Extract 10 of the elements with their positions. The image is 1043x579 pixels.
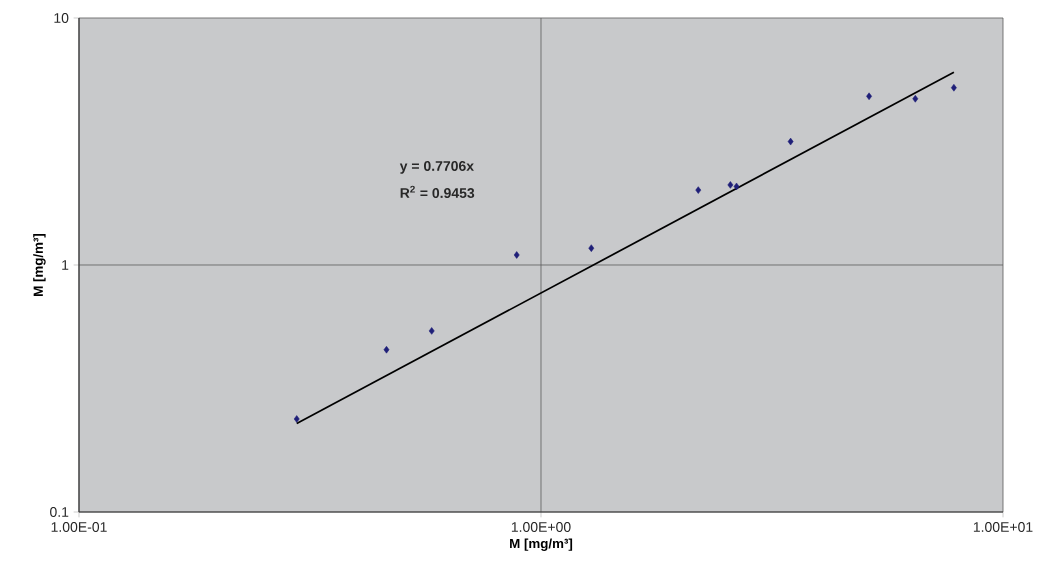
- y-tick-label: 0.1: [50, 507, 69, 517]
- y-tick-label: 1: [62, 260, 69, 270]
- x-tick-label: 1.00E+00: [511, 522, 571, 532]
- annotation: y = 0.7706x: [399, 161, 474, 174]
- y-tick-label: 10: [54, 13, 69, 23]
- x-axis-title: M [mg/m³]: [510, 538, 573, 551]
- y-axis-title: M [mg/m³]: [33, 233, 46, 296]
- annotation: R$^{2}$ = 0.9453: [400, 185, 475, 199]
- x-tick-label: 1.00E+01: [973, 522, 1033, 532]
- x-tick-label: 1.00E-01: [51, 522, 107, 532]
